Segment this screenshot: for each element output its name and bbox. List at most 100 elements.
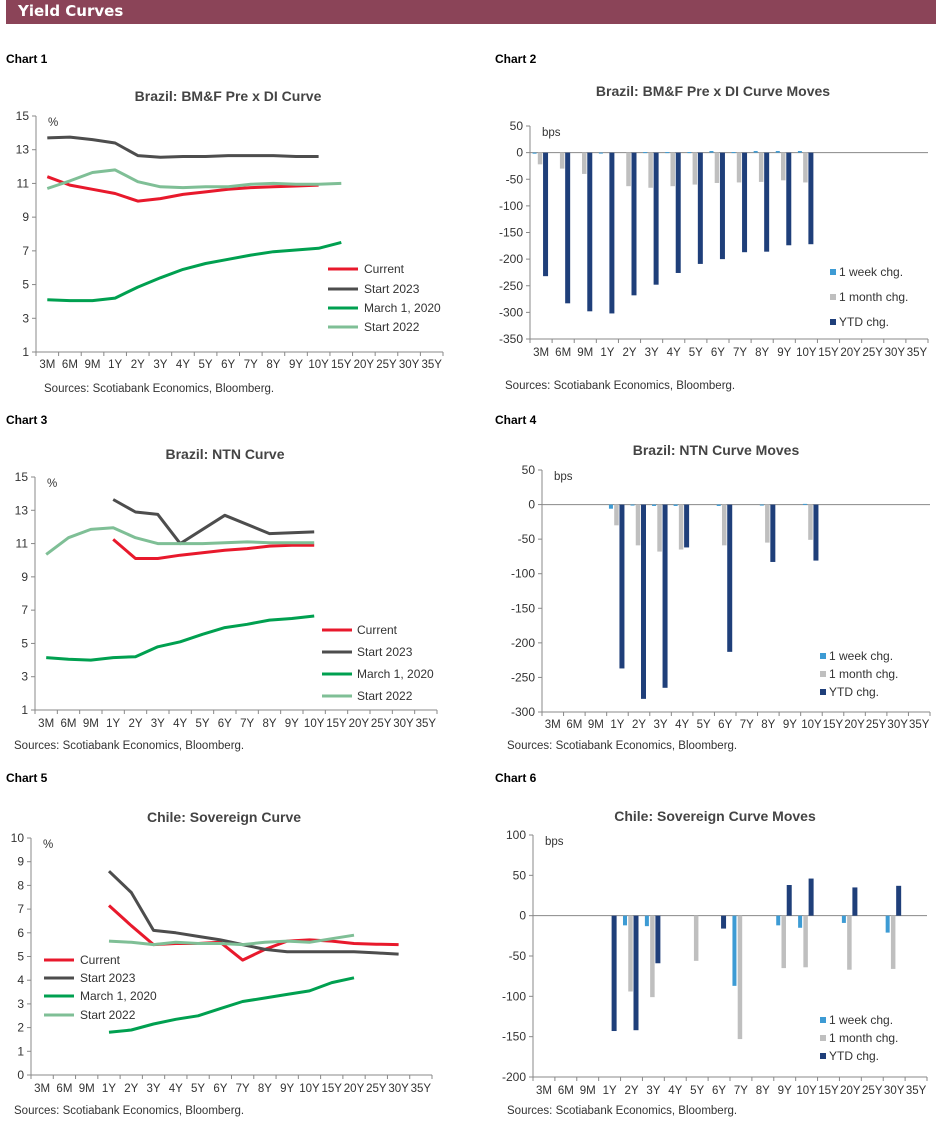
chart-label: Chart 5 (6, 771, 48, 785)
x-tick-label: 1Y (610, 719, 624, 731)
legend-swatch (830, 319, 836, 325)
chart-3: Chart 3 Brazil: NTN Curve Sources: Scotiab… (6, 413, 438, 752)
y-tick-label: 5 (21, 636, 28, 650)
unit-label: bps (554, 471, 573, 483)
x-tick-label: 30Y (885, 347, 906, 359)
x-tick-label: 25Y (862, 347, 883, 359)
x-tick-label: 5Y (690, 1085, 704, 1097)
bar (890, 915, 896, 969)
x-tick-label: 6Y (221, 359, 235, 371)
legend-label: Start 2022 (80, 1008, 136, 1022)
y-tick-label: 7 (21, 603, 28, 617)
bar (587, 152, 593, 312)
bar (841, 915, 846, 923)
x-tick-label: 7Y (733, 347, 747, 359)
bar (813, 504, 819, 561)
bar (537, 152, 543, 165)
legend-label: Start 2023 (357, 645, 413, 659)
chart-label: Chart 1 (6, 52, 48, 66)
chart-title: Brazil: BM&F Pre x DI Curve (135, 88, 322, 104)
x-tick-label: 6Y (711, 347, 725, 359)
bar (678, 504, 684, 550)
bar (797, 151, 802, 153)
series-line-3 (45, 526, 315, 556)
y-tick-label: 2 (17, 1021, 24, 1035)
x-tick-label: 8Y (258, 1083, 272, 1095)
x-tick-label: 25Y (366, 1083, 387, 1095)
x-tick-label: 30Y (399, 359, 420, 371)
y-tick-label: 50 (513, 868, 527, 882)
x-tick-label: 8Y (761, 719, 775, 731)
legend-swatch (820, 1053, 826, 1059)
chart-title: Brazil: NTN Curve Moves (633, 442, 800, 458)
x-tick-label: 2Y (624, 1085, 638, 1097)
bar (759, 504, 764, 506)
x-tick-label: 3M (34, 1083, 50, 1095)
y-tick-label: -150 (502, 1030, 526, 1044)
y-tick-label: -50 (509, 949, 527, 963)
bar (737, 915, 743, 1040)
chart-sources: Sources: Scotiabank Economics, Bloomberg… (507, 740, 737, 752)
bar (732, 915, 737, 986)
series-line-1 (107, 870, 399, 956)
x-tick-label: 25Y (376, 359, 397, 371)
legend-label: 1 week chg. (829, 649, 893, 663)
x-tick-label: 25Y (371, 718, 392, 730)
x-tick-label: 5Y (195, 718, 209, 730)
series-line-1 (112, 498, 315, 546)
x-tick-label: 3M (39, 359, 55, 371)
series-line-2 (47, 240, 342, 303)
unit-label: bps (545, 836, 564, 848)
y-tick-label: 50 (510, 119, 524, 133)
bar (692, 152, 698, 185)
bar (758, 152, 764, 182)
x-tick-label: 1Y (108, 359, 122, 371)
series-line-3 (46, 168, 342, 190)
bar (626, 152, 631, 187)
bar (693, 915, 699, 961)
chart-title: Chile: Sovereign Curve Moves (614, 808, 816, 824)
y-tick-label: 7 (22, 244, 29, 258)
legend-label: Current (364, 262, 405, 276)
x-tick-label: 6Y (718, 719, 732, 731)
x-tick-label: 10Y (299, 1083, 320, 1095)
x-tick-label: 20Y (840, 347, 861, 359)
x-tick-label: 3M (545, 719, 561, 731)
y-tick-label: -50 (506, 172, 524, 186)
y-tick-label: 5 (17, 950, 24, 964)
x-tick-label: 5Y (697, 719, 711, 731)
bar (619, 504, 625, 669)
bar (716, 504, 721, 506)
section-header: Yield Curves (6, 0, 936, 24)
x-tick-label: 15Y (322, 1083, 343, 1095)
bar (721, 915, 727, 929)
x-tick-label: 7Y (236, 1083, 250, 1095)
bar (885, 915, 890, 933)
x-tick-label: 15Y (818, 347, 839, 359)
bar (670, 152, 675, 187)
bar (635, 504, 641, 546)
x-tick-label: 8Y (266, 359, 280, 371)
bar (808, 504, 813, 540)
bar (657, 504, 662, 552)
bar (609, 152, 615, 314)
legend-label: 1 week chg. (839, 265, 903, 279)
x-tick-label: 9M (580, 1085, 596, 1097)
x-tick-label: 35Y (906, 1085, 927, 1097)
x-tick-label: 9Y (783, 719, 797, 731)
legend-label: 1 month chg. (839, 290, 908, 304)
x-tick-label: 1Y (102, 1083, 116, 1095)
x-tick-label: 6M (566, 719, 582, 731)
x-tick-label: 6Y (213, 1083, 227, 1095)
y-tick-label: 0 (528, 498, 535, 512)
bar (598, 152, 603, 154)
bar (644, 915, 649, 927)
bar (675, 152, 681, 273)
x-tick-label: 8Y (755, 347, 769, 359)
x-tick-label: 8Y (262, 718, 276, 730)
x-tick-label: 3Y (645, 347, 659, 359)
x-tick-label: 20Y (840, 1085, 861, 1097)
chart-title: Chile: Sovereign Curve (147, 809, 301, 825)
unit-label: % (48, 117, 58, 129)
